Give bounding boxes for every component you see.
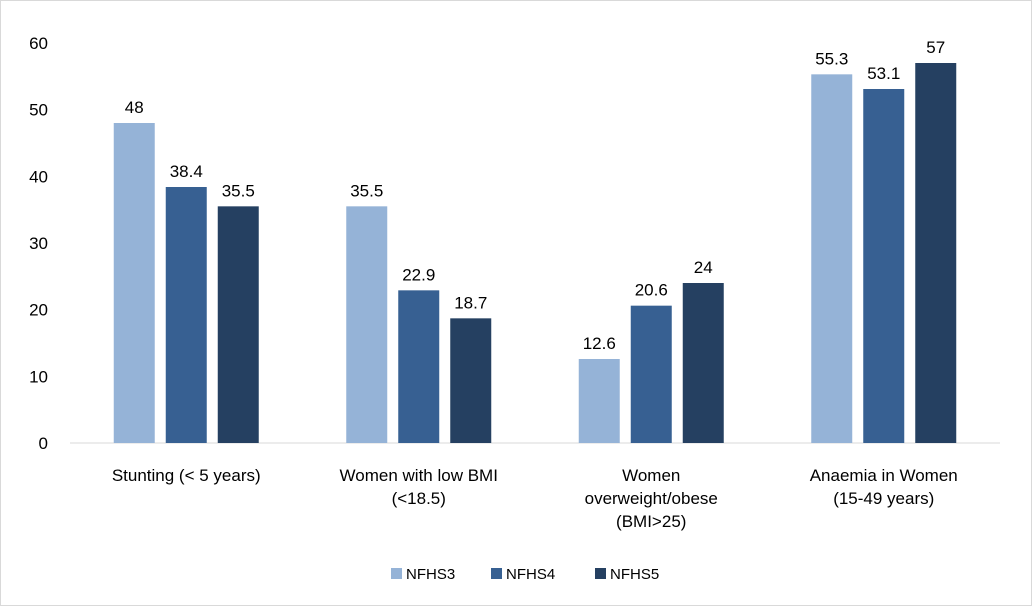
bar-nfhs3-3 xyxy=(811,74,853,443)
category-label: Women with low BMI (<18.5) xyxy=(340,466,498,508)
data-label: 48 xyxy=(125,98,144,117)
category-label: Women overweight/obese (BMI>25) xyxy=(585,466,718,531)
data-label: 35.5 xyxy=(222,181,255,200)
y-tick-label: 0 xyxy=(39,434,48,453)
data-label: 20.6 xyxy=(635,281,668,300)
category-label-line: (BMI>25) xyxy=(616,512,686,531)
data-label: 38.4 xyxy=(170,162,203,181)
bar-nfhs3-1 xyxy=(346,206,388,443)
category-label-line: Women with low BMI xyxy=(340,466,498,485)
data-label: 53.1 xyxy=(867,64,900,83)
category-label-line: overweight/obese xyxy=(585,489,718,508)
bar-nfhs4-0 xyxy=(165,187,207,443)
category-label-line: Women xyxy=(622,466,680,485)
data-label: 22.9 xyxy=(402,265,435,284)
legend-swatch-nfhs3 xyxy=(391,568,402,579)
data-label: 35.5 xyxy=(350,181,383,200)
y-tick-label: 50 xyxy=(29,101,48,120)
data-label: 18.7 xyxy=(454,293,487,312)
category-label-line: Stunting (< 5 years) xyxy=(112,466,261,485)
legend-swatch-nfhs5 xyxy=(595,568,606,579)
y-tick-label: 40 xyxy=(29,167,48,186)
bar-nfhs3-2 xyxy=(578,359,620,443)
category-label: Stunting (< 5 years) xyxy=(112,466,261,485)
bars xyxy=(113,63,957,443)
y-tick-label: 60 xyxy=(29,34,48,53)
category-label-line: (<18.5) xyxy=(392,489,446,508)
category-label-line: (15-49 years) xyxy=(833,489,934,508)
legend-swatch-nfhs4 xyxy=(491,568,502,579)
data-labels: 48 38.4 35.5 35.5 22.9 18.7 12.6 20.6 24 55.3 53.1… xyxy=(125,38,945,353)
category-label: Anaemia in Women (15-49 years) xyxy=(810,466,958,508)
y-tick-label: 30 xyxy=(29,234,48,253)
bar-nfhs4-2 xyxy=(630,305,672,443)
data-label: 55.3 xyxy=(815,49,848,68)
legend-label: NFHS4 xyxy=(506,566,555,583)
bar-nfhs4-3 xyxy=(863,89,905,443)
legend-label: NFHS5 xyxy=(610,566,659,583)
data-label: 24 xyxy=(694,258,713,277)
data-label: 12.6 xyxy=(583,334,616,353)
bar-nfhs5-2 xyxy=(682,283,724,443)
bar-nfhs5-0 xyxy=(217,206,259,443)
category-labels: Stunting (< 5 years) Women with low BMI (<… xyxy=(112,466,958,531)
data-label: 57 xyxy=(926,38,945,57)
y-tick-label: 20 xyxy=(29,301,48,320)
bar-nfhs5-3 xyxy=(915,63,957,443)
bar-nfhs3-0 xyxy=(113,123,155,443)
legend-label: NFHS3 xyxy=(406,566,455,583)
bar-nfhs5-1 xyxy=(450,318,492,443)
legend: NFHS3 NFHS4 NFHS5 xyxy=(391,566,659,583)
y-tick-label: 10 xyxy=(29,367,48,386)
bar-nfhs4-1 xyxy=(398,290,440,443)
category-label-line: Anaemia in Women xyxy=(810,466,958,485)
